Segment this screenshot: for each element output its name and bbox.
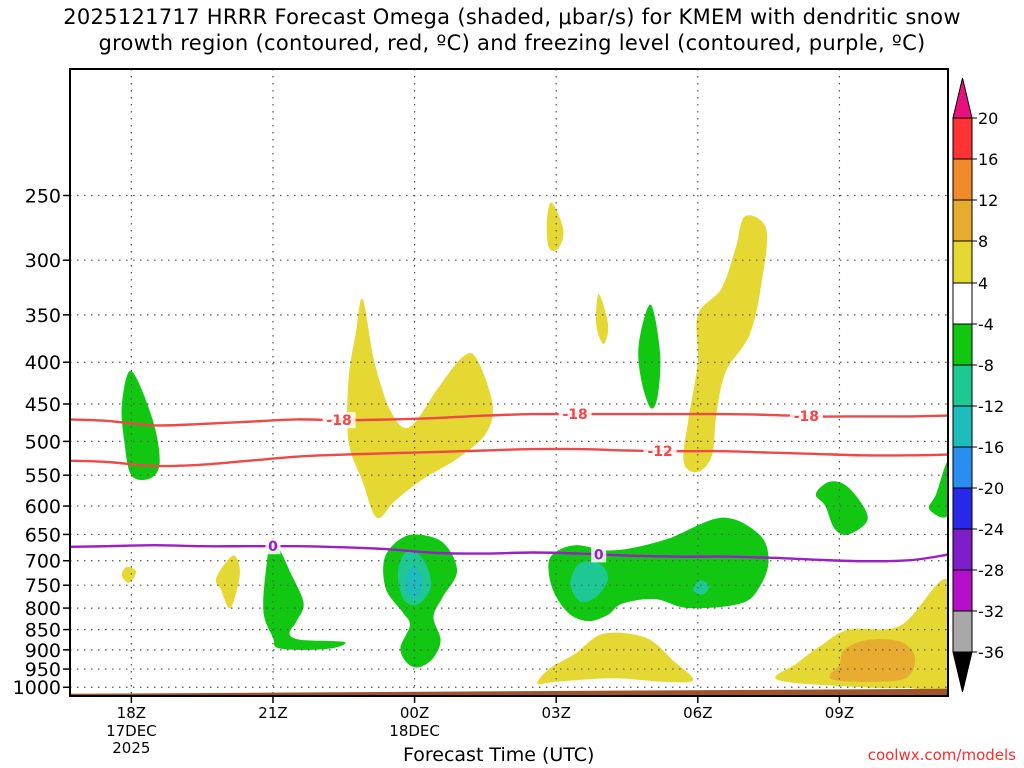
colorbar-swatch-7	[952, 405, 973, 448]
dgz-contour-0-label-0: -18	[326, 413, 351, 429]
x-tick-sublabel-18Z-1: 2025	[112, 739, 150, 757]
omega-region-19	[829, 639, 916, 682]
colorbar-swatch-12	[952, 610, 973, 653]
omega-region-12	[546, 202, 564, 251]
omega-region-15	[121, 566, 137, 583]
y-axis: 2503003504004505005506006507007508008509…	[13, 186, 70, 699]
colorbar-swatch-10	[952, 528, 973, 571]
x-tick-sublabel-18Z-0: 17DEC	[106, 722, 157, 740]
dgz-contour-1-label-0: -12	[647, 444, 672, 460]
colorbar-label-5: -4	[978, 315, 994, 334]
x-tick-label-06Z: 06Z	[683, 704, 712, 722]
colorbar-label-13: -36	[978, 643, 1004, 662]
colorbar-swatch-8	[952, 446, 973, 489]
dgz-contour-1-label-bg-0	[643, 442, 677, 459]
x-tick-label-00Z: 00Z	[400, 704, 429, 722]
x-axis-label: Forecast Time (UTC)	[403, 744, 595, 766]
y-tick-label-650: 650	[25, 524, 61, 546]
dgz-contour-1-line	[70, 447, 948, 468]
omega-region-9	[815, 481, 868, 536]
colorbar-label-8: -16	[978, 438, 1004, 457]
chart-title-line-1: 2025121717 HRRR Forecast Omega (shaded, …	[63, 5, 961, 29]
omega-region-11	[347, 298, 493, 519]
terrain-layer	[70, 688, 948, 696]
dgz-contour-0-label-bg-1	[789, 408, 823, 425]
y-tick-label-550: 550	[25, 465, 61, 487]
colorbar-label-2: 12	[978, 191, 998, 210]
freezing-level-label-bg-1	[591, 546, 607, 563]
colorbar-label-9: -20	[978, 479, 1004, 498]
y-tick-label-850: 850	[25, 620, 61, 642]
y-tick-label-450: 450	[25, 394, 61, 416]
y-tick-label-750: 750	[25, 575, 61, 597]
colorbar-swatch-11	[952, 569, 973, 612]
chart-title: 2025121717 HRRR Forecast Omega (shaded, …	[0, 4, 1024, 56]
colorbar-swatch-1	[952, 158, 973, 201]
colorbar-label-0: 20	[978, 109, 998, 128]
dgz-contour-0-label-bg-0	[322, 412, 356, 429]
colorbar-swatch-4	[952, 282, 973, 325]
x-tick-label-03Z: 03Z	[542, 704, 571, 722]
dgz-contour-0-label-1: -18	[794, 409, 819, 425]
omega-region-14	[683, 215, 768, 473]
source-credit: coolwx.com/models	[867, 746, 1016, 764]
colorbar-swatch-3	[952, 240, 973, 284]
contour-layer: -18 -18 -18 -12 0 0	[70, 406, 948, 563]
colorbar-label-7: -12	[978, 397, 1004, 416]
x-tick-label-21Z: 21Z	[258, 704, 287, 722]
y-tick-label-950: 950	[25, 659, 61, 681]
x-tick-label-09Z: 09Z	[825, 704, 854, 722]
dgz-contour-0-label-2: -18	[562, 407, 587, 423]
y-tick-label-350: 350	[25, 305, 61, 327]
colorbar-label-1: 16	[978, 150, 998, 169]
omega-region-16	[215, 555, 240, 609]
colorbar-swatch-6	[952, 364, 973, 407]
colorbar-label-11: -28	[978, 561, 1004, 580]
freezing-level-label-1: 0	[594, 547, 604, 563]
colorbar: 20 16 12 8 4 -4 -8 -12 -16 -20 -24 -28 -32 -36	[952, 77, 1004, 693]
terrain-band	[70, 688, 948, 696]
colorbar-swatch-5	[952, 323, 973, 366]
colorbar-label-10: -24	[978, 520, 1004, 539]
y-tick-label-900: 900	[25, 640, 61, 662]
omega-region-13	[596, 294, 609, 344]
omega-region-8	[638, 304, 661, 409]
colorbar-label-3: 8	[978, 232, 988, 251]
y-tick-label-1000: 1000	[13, 677, 61, 699]
colorbar-label-4: 4	[978, 274, 988, 293]
omega-region-6	[570, 561, 609, 603]
grid-layer	[70, 69, 948, 696]
dgz-contour-0-label-bg-2	[558, 406, 592, 423]
x-tick-label-18Z: 18Z	[117, 704, 146, 722]
omega-shading	[121, 202, 948, 696]
freezing-level-label-0: 0	[268, 539, 278, 555]
omega-region-1	[263, 539, 346, 650]
y-tick-label-700: 700	[25, 551, 61, 573]
omega-region-17	[537, 632, 694, 685]
colorbar-label-12: -32	[978, 602, 1004, 621]
omega-region-5	[548, 517, 769, 622]
colorbar-bottom-arrow	[952, 651, 973, 693]
colorbar-top-arrow	[952, 77, 973, 119]
y-tick-label-800: 800	[25, 598, 61, 620]
colorbar-swatch-9	[952, 487, 973, 530]
freezing-level-line	[70, 543, 948, 563]
omega-region-4	[405, 565, 423, 598]
colorbar-swatch-2	[952, 199, 973, 242]
plot-frame	[69, 68, 949, 697]
y-tick-label-600: 600	[25, 496, 61, 518]
x-tick-sublabel-00Z-0: 18DEC	[389, 722, 440, 740]
chart-title-line-2: growth region (contoured, red, ºC) and f…	[98, 31, 926, 55]
y-tick-label-250: 250	[25, 186, 61, 208]
y-tick-label-300: 300	[25, 250, 61, 272]
omega-region-7	[693, 580, 710, 595]
y-tick-label-500: 500	[25, 431, 61, 453]
freezing-level-label-bg-0	[265, 538, 281, 555]
colorbar-swatch-0	[952, 117, 973, 160]
omega-region-10	[928, 461, 948, 518]
y-tick-label-400: 400	[25, 352, 61, 374]
colorbar-label-6: -8	[978, 356, 994, 375]
